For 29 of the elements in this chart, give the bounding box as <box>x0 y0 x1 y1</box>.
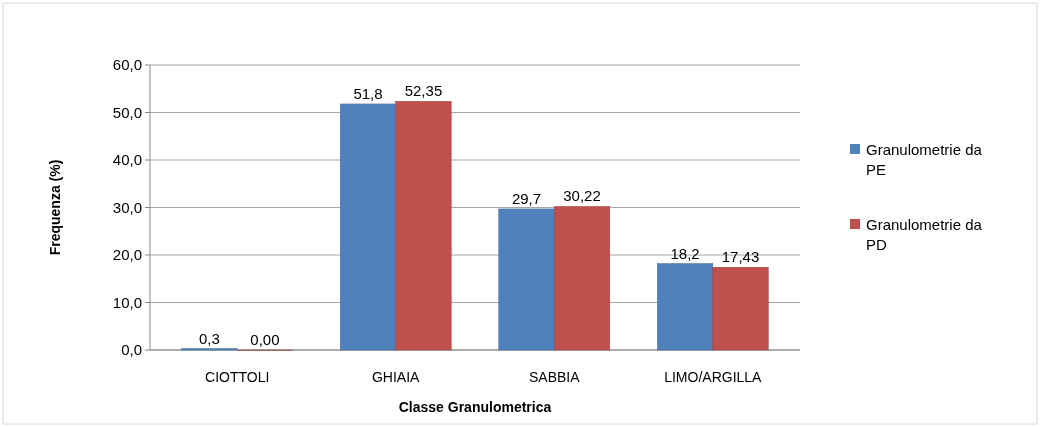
y-tick-label: 0,0 <box>121 341 142 359</box>
data-label: 18,2 <box>670 244 700 262</box>
y-tick-label: 20,0 <box>112 246 142 264</box>
legend-label: Granulometrie da PE <box>866 141 983 178</box>
y-axis-title: Frequenza (%) <box>47 159 63 256</box>
y-tick-label: 40,0 <box>112 151 142 169</box>
bar <box>554 206 611 351</box>
data-label: 17,43 <box>721 248 760 266</box>
x-tick-label: SABBIA <box>528 369 581 385</box>
y-tick-label: 60,0 <box>112 56 142 74</box>
x-axis-title: Classe Granulometrica <box>398 399 552 415</box>
x-tick-label: CIOTTOLI <box>205 369 270 385</box>
y-tick-label: 50,0 <box>112 103 142 121</box>
x-tick-label: GHIAIA <box>372 369 421 385</box>
data-label: 51,8 <box>353 84 383 102</box>
y-tick-label: 10,0 <box>112 293 142 311</box>
y-tick-label: 30,0 <box>112 198 142 216</box>
data-label: 0,3 <box>199 329 220 347</box>
data-label: 52,35 <box>404 82 443 100</box>
bar <box>657 263 714 351</box>
data-label: 30,22 <box>563 187 601 205</box>
bar <box>712 266 769 351</box>
x-tick-label: LIMO/ARGILLA <box>664 369 763 385</box>
bar <box>498 208 555 351</box>
bar <box>395 101 452 351</box>
bar <box>339 103 396 351</box>
legend-label: Granulometrie da PD <box>866 216 983 253</box>
data-label: 29,7 <box>511 189 542 207</box>
data-label: 0,00 <box>250 331 280 348</box>
